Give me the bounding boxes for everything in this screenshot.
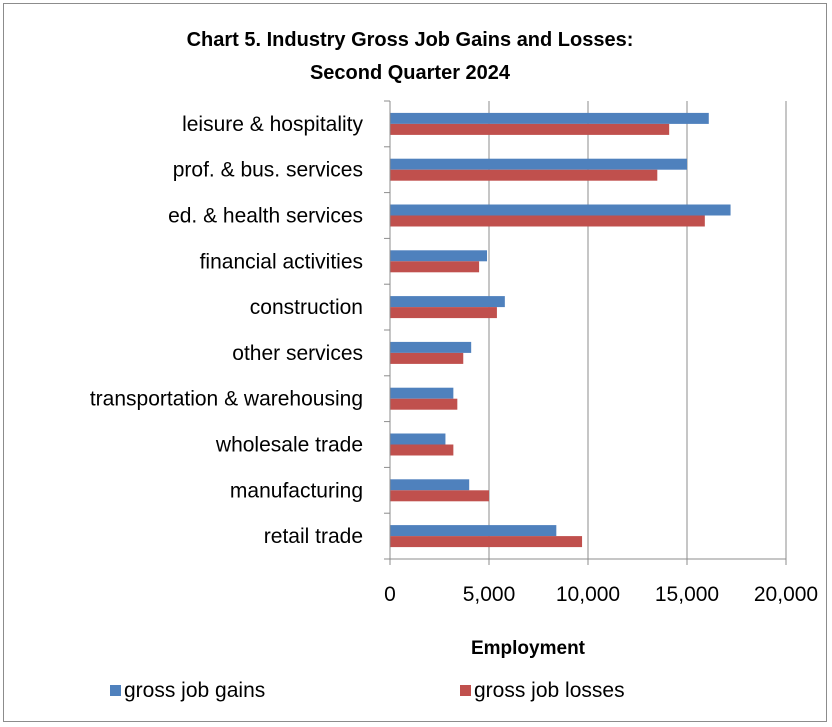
loss-bar: [390, 536, 583, 548]
loss-bar: [390, 444, 454, 456]
gain-bar: [390, 433, 446, 445]
x-tick-label: 5,000: [463, 583, 516, 606]
gain-bar: [390, 387, 454, 399]
loss-bar: [390, 215, 705, 227]
loss-bar: [390, 169, 658, 181]
chart-title-line-2: Second Quarter 2024: [310, 62, 511, 84]
loss-bar: [390, 352, 464, 364]
gain-bar: [390, 112, 709, 124]
chart-title-line-1: Chart 5. Industry Gross Job Gains and Lo…: [187, 29, 634, 51]
x-tick-label: 15,000: [655, 583, 719, 606]
legend-label: gross job gains: [124, 679, 265, 702]
loss-bar: [390, 307, 497, 319]
gain-bar: [390, 204, 731, 216]
legend-swatch: [460, 685, 471, 696]
x-tick-label: 0: [384, 583, 396, 606]
axes: [384, 100, 787, 565]
category-label: manufacturing: [230, 479, 363, 502]
legend-swatch: [110, 685, 121, 696]
gain-bar: [390, 525, 557, 537]
category-label: wholesale trade: [215, 434, 363, 457]
legend: gross job gains gross job losses: [110, 679, 625, 702]
category-label: ed. & health services: [168, 205, 363, 228]
gain-bar: [390, 296, 505, 308]
gain-bar: [390, 158, 687, 170]
gain-bar: [390, 341, 472, 353]
loss-bar: [390, 398, 458, 410]
gain-bar: [390, 250, 488, 262]
gain-bar: [390, 479, 470, 491]
bars: [390, 112, 731, 548]
x-tick-label: 20,000: [754, 583, 818, 606]
x-axis-title: Employment: [471, 638, 586, 659]
category-label: transportation & warehousing: [90, 388, 363, 411]
x-tick-label: 10,000: [556, 583, 620, 606]
category-label: prof. & bus. services: [173, 159, 363, 182]
legend-label: gross job losses: [474, 679, 625, 702]
category-label: retail trade: [264, 525, 363, 548]
category-labels: leisure & hospitality prof. & bus. servic…: [90, 113, 364, 548]
category-label: construction: [250, 296, 363, 319]
loss-bar: [390, 261, 480, 273]
category-label: leisure & hospitality: [182, 113, 363, 136]
loss-bar: [390, 490, 489, 502]
x-tick-labels: 0 5,000 10,000 15,000 20,000: [384, 583, 818, 606]
loss-bar: [390, 123, 670, 135]
category-label: other services: [232, 342, 363, 365]
category-label: financial activities: [200, 250, 363, 273]
